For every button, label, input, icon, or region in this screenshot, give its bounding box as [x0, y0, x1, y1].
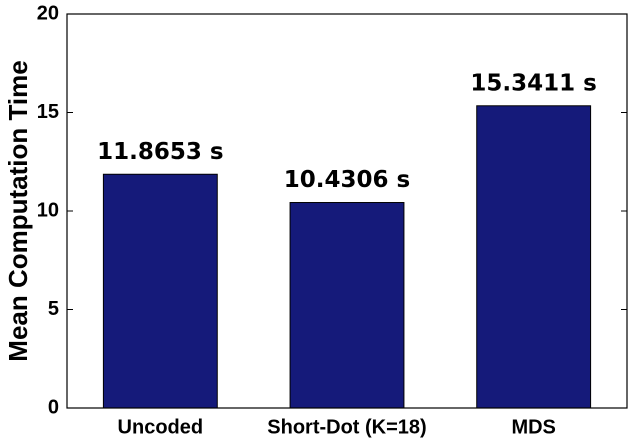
- axes-box: [66, 13, 628, 409]
- y-axis-label: Mean Computation Time: [3, 60, 33, 361]
- bar: [289, 202, 405, 409]
- x-tick-label: MDS: [511, 416, 555, 438]
- x-tick-label: Uncoded: [118, 416, 204, 438]
- x-tick-label: Short-Dot (K=18): [267, 416, 426, 438]
- y-tick-label: 0: [48, 396, 59, 418]
- bar: [476, 105, 592, 409]
- value-label: 10.4306 s: [284, 167, 410, 193]
- y-tick-label: 10: [37, 199, 59, 221]
- value-label: 15.3411 s: [470, 70, 596, 96]
- y-tick-label: 15: [37, 101, 59, 123]
- y-tick-label: 5: [48, 298, 59, 320]
- y-tick-label: 20: [37, 2, 59, 24]
- bar: [102, 173, 218, 409]
- value-label: 11.8653 s: [97, 139, 223, 165]
